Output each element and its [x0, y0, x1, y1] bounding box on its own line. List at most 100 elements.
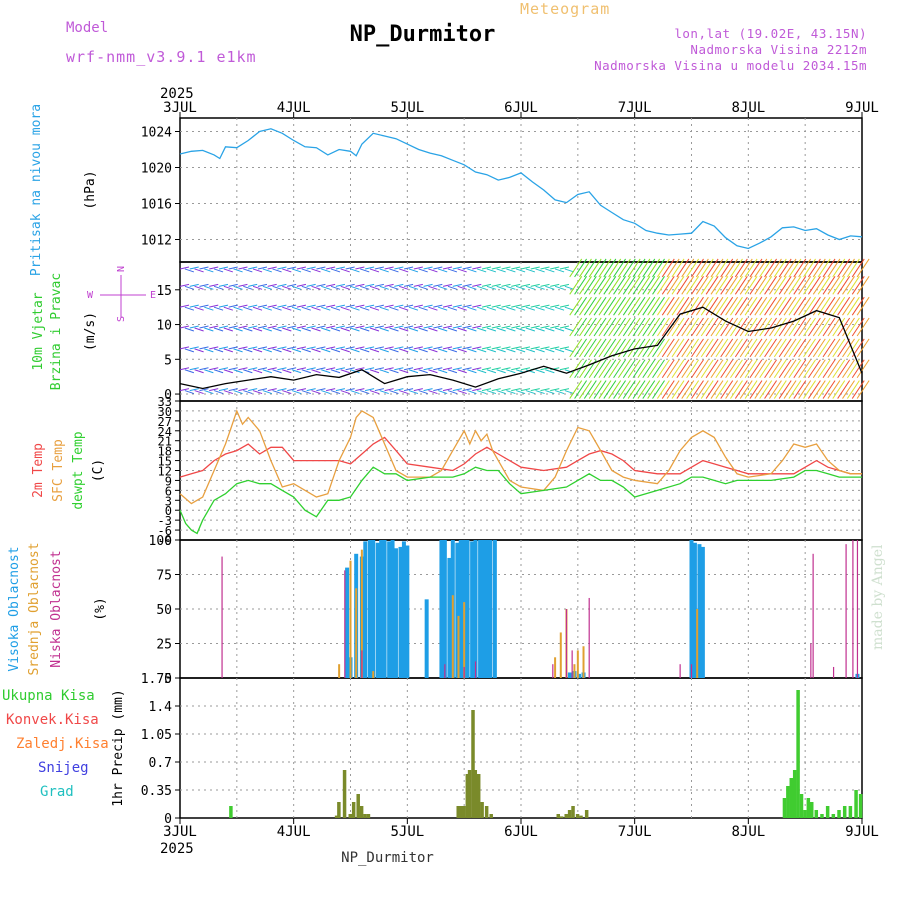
wind-barb — [262, 268, 272, 273]
cloud-bar — [393, 548, 398, 678]
wind-barb — [340, 369, 350, 374]
wind-barb — [306, 346, 316, 350]
wind-barb — [330, 306, 341, 311]
wind-barb — [472, 367, 482, 371]
wind-barb — [481, 325, 492, 329]
wind-barb — [754, 380, 768, 399]
model-elevation-info: Nadmorska Visina u modelu 2034.15m — [594, 58, 867, 73]
xtick-label-bottom: 7JUL — [618, 824, 652, 840]
wind-barb — [218, 367, 229, 371]
wind-barb — [583, 380, 597, 399]
side-label: SFC Temp — [51, 439, 66, 502]
wind-barb — [306, 283, 316, 287]
wind-barb — [301, 390, 311, 395]
wind-barb — [749, 380, 763, 399]
wind-barb — [618, 317, 631, 337]
wind-barb — [856, 380, 870, 399]
precip-bar — [814, 810, 819, 818]
wind-barb — [340, 285, 350, 290]
wind-barb — [194, 369, 204, 374]
wind-barb — [827, 338, 841, 358]
wind-barb — [608, 338, 622, 358]
wind-barb — [486, 285, 497, 290]
wind-barb — [754, 338, 768, 358]
wind-barb — [179, 346, 190, 350]
wind-barb — [457, 268, 467, 273]
wind-barb — [345, 367, 355, 371]
wind-barb — [442, 304, 453, 308]
precip-bar — [359, 806, 364, 818]
wind-barb — [204, 268, 214, 273]
wind-barb — [525, 327, 536, 332]
cloud-bar — [812, 553, 814, 678]
wind-barb — [423, 325, 433, 329]
wind-barb — [540, 266, 550, 270]
cloud-bar — [690, 664, 693, 678]
wind-barb — [257, 304, 268, 308]
wind-barb — [238, 266, 248, 270]
ytick-label: -9 — [158, 534, 172, 548]
wind-barb — [316, 304, 326, 308]
precip-bar — [799, 794, 804, 818]
wind-barb — [506, 306, 516, 311]
wind-barb — [506, 369, 516, 374]
wind-barb — [759, 276, 773, 295]
wind-barb — [603, 338, 617, 358]
wind-barb — [540, 388, 550, 392]
wind-barb — [330, 285, 341, 290]
wind-barb — [676, 296, 690, 316]
wind-barb — [481, 388, 492, 392]
wind-barb — [803, 338, 816, 358]
cloud-bar — [567, 672, 572, 678]
wind-barb — [671, 359, 685, 379]
wind-barb — [851, 317, 865, 337]
wind-barb — [243, 369, 253, 374]
wind-barb — [433, 266, 443, 270]
wind-barb — [730, 338, 743, 358]
wind-barb — [583, 276, 597, 295]
wind-barb — [457, 348, 467, 353]
ytick-label: 100 — [149, 534, 172, 549]
wind-barb — [559, 266, 570, 270]
wind-barb — [209, 346, 219, 350]
wind-barb — [627, 380, 641, 399]
wind-barb — [408, 306, 419, 311]
precip-bar — [854, 790, 858, 818]
wind-barb — [681, 380, 695, 399]
wind-barb — [213, 369, 224, 374]
wind-barb — [725, 317, 739, 337]
wind-barb — [267, 266, 277, 270]
wind-barb — [720, 296, 734, 316]
cloud-bar — [679, 664, 681, 678]
wind-barb — [379, 268, 389, 273]
wind-barb — [218, 304, 229, 308]
precip-bar — [575, 814, 580, 818]
wind-barb — [213, 390, 224, 395]
wind-barb — [496, 390, 506, 395]
wind-barb — [550, 388, 560, 392]
wind-barb — [311, 306, 321, 311]
wind-barb — [355, 346, 365, 350]
wind-barb — [213, 306, 224, 311]
wind-barb — [209, 283, 219, 287]
wind-barb — [661, 276, 675, 295]
wind-barb — [764, 258, 777, 278]
wind-barb — [501, 346, 511, 350]
wind-barb — [301, 285, 311, 290]
wind-barb — [788, 359, 802, 379]
wind-barb — [846, 276, 860, 295]
wind-barb — [360, 327, 370, 332]
wind-barb — [213, 327, 224, 332]
wind-barb — [598, 338, 612, 358]
ytick-label: 18 — [158, 445, 172, 459]
footer-station: NP_Durmitor — [341, 850, 434, 866]
wind-barb — [812, 317, 826, 337]
wind-barb — [447, 268, 458, 273]
wind-barb — [199, 367, 209, 371]
ytick-label: 24 — [158, 425, 172, 439]
wind-barb — [369, 369, 380, 374]
wind-barb — [793, 276, 807, 295]
wind-barb — [511, 388, 521, 392]
wind-barb — [691, 317, 704, 337]
